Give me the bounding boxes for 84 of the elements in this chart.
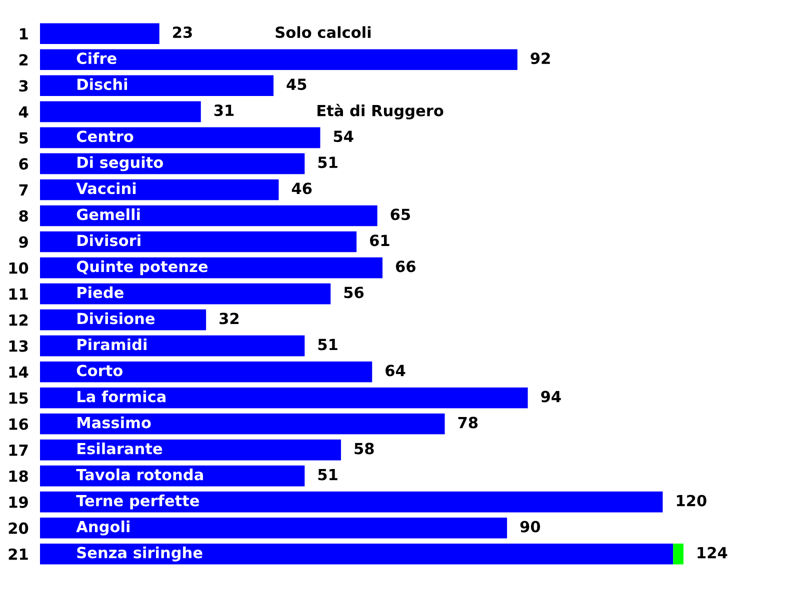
annotation: Età di Ruggero: [318, 104, 444, 120]
bar: [40, 127, 320, 148]
annotation: Solo calcoli: [276, 26, 371, 38]
annotation: Cifre: [76, 52, 116, 64]
y-tick-label: 7: [19, 184, 28, 196]
bar: [40, 205, 378, 226]
bar: [40, 492, 663, 512]
data-label: 32: [220, 312, 238, 324]
data-label: 31: [214, 104, 234, 116]
data-label: 120: [676, 494, 706, 506]
bar: [40, 75, 274, 96]
bar: [40, 387, 528, 408]
y-tick-label: 3: [19, 80, 28, 92]
bar: [40, 361, 372, 382]
data-label: 94: [541, 390, 561, 402]
y-tick-label: 15: [9, 392, 28, 404]
y-tick-label: 9: [19, 236, 28, 248]
annotation: Quinte potenze: [76, 260, 208, 276]
annotation: Divisori: [78, 234, 140, 246]
y-tick-label: 14: [9, 366, 28, 378]
data-label: 56: [344, 286, 364, 298]
y-tick-label: 20: [8, 522, 28, 534]
annotation: Terne perfette: [76, 494, 200, 510]
annotation: Piramidi: [78, 338, 146, 350]
total-label: 124: [698, 546, 728, 558]
data-label: 54: [334, 130, 354, 142]
y-tick-label: 5: [19, 132, 28, 144]
data-label: 45: [286, 78, 306, 90]
data-label: 51: [318, 469, 338, 480]
data-label: 51: [318, 338, 338, 350]
annotation: Centro: [76, 130, 134, 142]
y-tick-label: 18: [9, 470, 28, 482]
annotation: Gemelli: [76, 208, 140, 220]
y-tick-label: 11: [9, 288, 28, 300]
annotation: Vaccini: [76, 182, 136, 194]
data-label: 66: [396, 260, 416, 272]
bar: [40, 518, 508, 538]
annotation: Massimo: [78, 416, 151, 428]
y-tick-label: 17: [9, 444, 28, 456]
data-label: 65: [390, 208, 410, 220]
bar: [40, 283, 331, 304]
y-tick-label: 8: [19, 210, 28, 222]
y-tick-label: 16: [9, 418, 28, 430]
data-label: 58: [354, 442, 374, 454]
bar: [673, 544, 684, 564]
bar: [40, 23, 160, 44]
data-label: 78: [458, 416, 478, 428]
bar: [40, 335, 305, 356]
data-label: 92: [530, 52, 550, 64]
annotation: Esilarante: [78, 442, 162, 454]
y-tick-label: 19: [9, 496, 28, 508]
bar: [40, 257, 382, 278]
bar: [40, 49, 518, 70]
y-tick-label: 10: [9, 262, 28, 274]
y-tick-label: 1: [20, 28, 28, 40]
annotation: Angoli: [76, 520, 130, 536]
y-tick-label: 12: [9, 314, 28, 326]
y-tick-label: 2: [19, 54, 28, 66]
y-tick-label: 21: [8, 548, 28, 560]
bar: [40, 101, 201, 122]
annotation: Senza siringhe: [77, 546, 202, 562]
data-label: 61: [370, 234, 390, 246]
bar: [40, 440, 341, 460]
y-tick-label: 6: [19, 158, 28, 170]
bar: [40, 466, 305, 486]
annotation: Di seguito: [78, 156, 163, 172]
data-label: 51: [318, 156, 338, 168]
annotation: Corto: [76, 364, 122, 376]
annotation: Tavola rotonda: [76, 468, 203, 480]
annotation: La formica: [78, 390, 166, 402]
data-label: 46: [292, 182, 312, 194]
data-label: 90: [520, 520, 540, 532]
data-label: 23: [173, 26, 192, 38]
data-label: 64: [386, 364, 406, 376]
bar: [40, 179, 279, 200]
y-tick-label: 4: [18, 106, 28, 118]
bar: [40, 153, 305, 174]
y-tick-label: 13: [9, 340, 28, 352]
annotation: Divisione: [78, 312, 155, 324]
annotation: Dischi: [78, 78, 128, 90]
bar: [40, 544, 674, 564]
bar: [40, 413, 445, 434]
annotation: Piede: [78, 286, 124, 298]
bar: [40, 231, 357, 252]
